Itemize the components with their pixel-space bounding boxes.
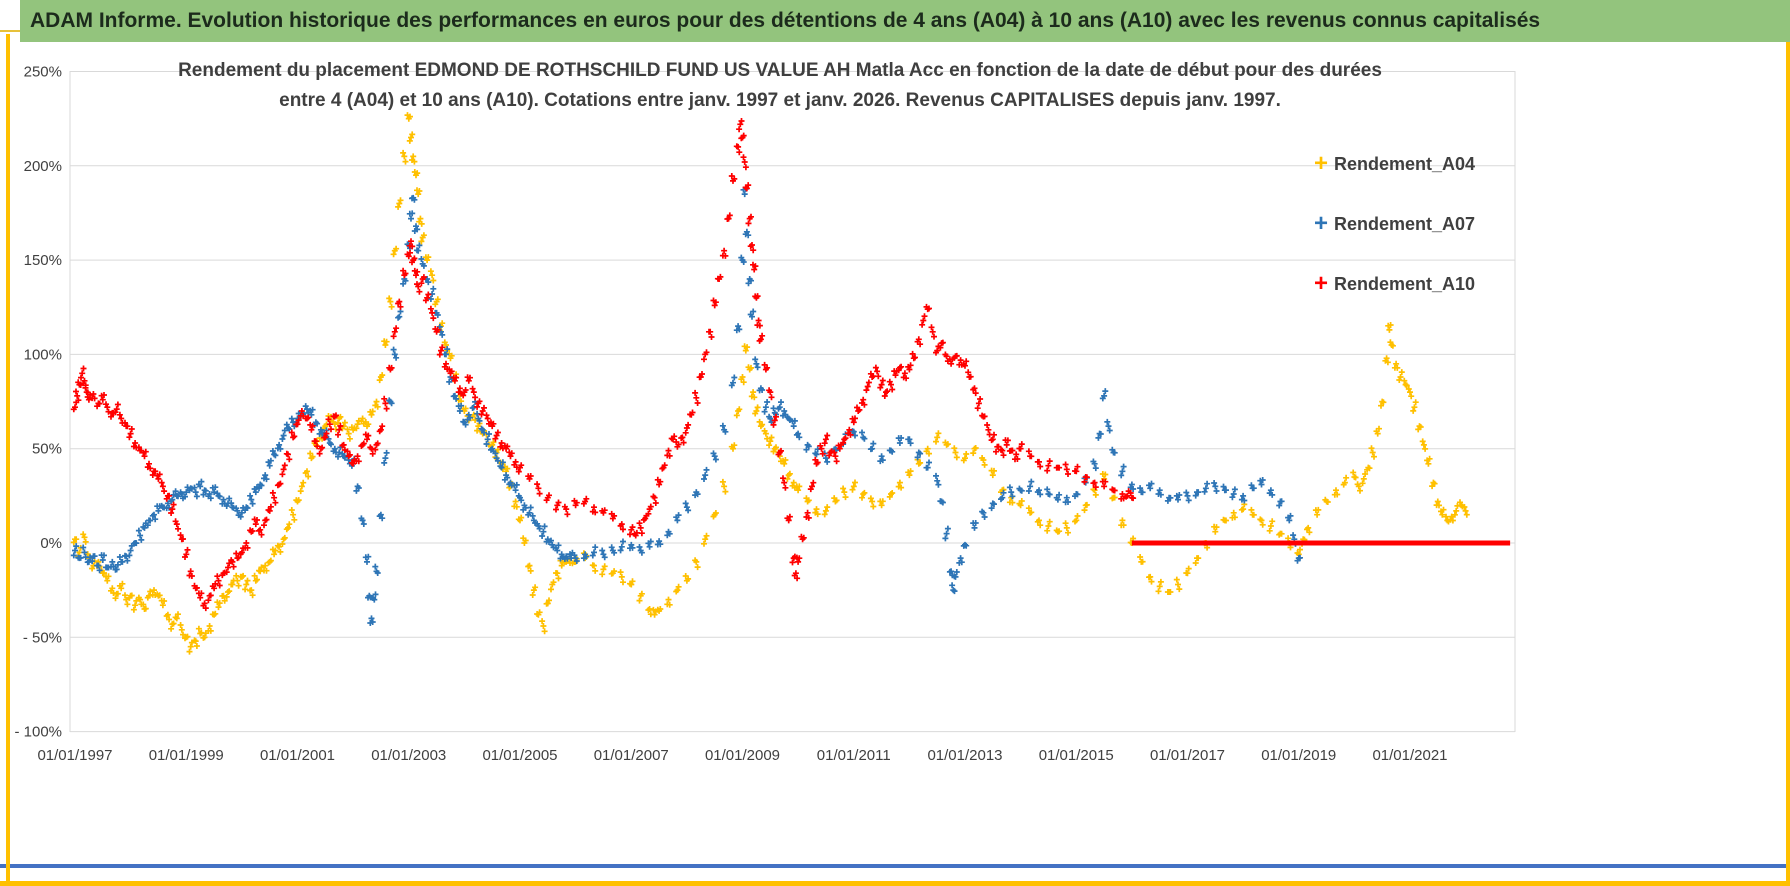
plus-marker-icon: + <box>1313 150 1328 177</box>
x-tick-label: 01/01/1997 <box>37 747 112 764</box>
plus-marker-icon: + <box>1313 270 1328 297</box>
legend-label-a07: Rendement_A07 <box>1334 213 1476 234</box>
x-tick-label: 01/01/2003 <box>371 747 446 764</box>
frame-left <box>6 34 10 886</box>
chart-title: Rendement du placement EDMOND DE ROTHSCH… <box>80 56 1480 116</box>
x-tick-label: 01/01/2021 <box>1372 747 1447 764</box>
legend-item-a07: + Rendement_A07 <box>1308 206 1508 242</box>
x-tick-label: 01/01/2019 <box>1261 747 1336 764</box>
y-tick-label: 100% <box>24 346 62 363</box>
x-tick-label: 01/01/2015 <box>1039 747 1114 764</box>
frame-right <box>1786 42 1790 886</box>
legend-label-a10: Rendement_A10 <box>1334 273 1476 294</box>
x-tick-label: 01/01/1999 <box>149 747 224 764</box>
chart-title-line2: entre 4 (A04) et 10 ans (A10). Cotations… <box>279 90 1281 111</box>
y-tick-label: - 50% <box>23 629 62 646</box>
y-tick-label: 250% <box>24 64 62 81</box>
x-tick-label: 01/01/2005 <box>482 747 557 764</box>
header-bar: ADAM Informe. Evolution historique des p… <box>20 0 1790 42</box>
x-tick-label: 01/01/2001 <box>260 747 335 764</box>
x-tick-label: 01/01/2011 <box>817 747 891 764</box>
frame-bottom <box>0 881 1790 886</box>
chart-title-line1: Rendement du placement EDMOND DE ROTHSCH… <box>178 60 1382 81</box>
y-tick-label: 0% <box>40 535 62 552</box>
chart-legend: + Rendement_A04 + Rendement_A07 + Rendem… <box>1308 146 1508 326</box>
page-title: ADAM Informe. Evolution historique des p… <box>30 9 1541 32</box>
x-tick-label: 01/01/2007 <box>594 747 669 764</box>
series-rendement_a10 <box>70 118 1137 612</box>
x-tick-label: 01/01/2017 <box>1150 747 1225 764</box>
legend-item-a10: + Rendement_A10 <box>1308 266 1508 302</box>
y-tick-label: 200% <box>24 158 62 175</box>
y-tick-label: 150% <box>24 252 62 269</box>
series-rendement_a07 <box>70 185 1303 626</box>
series-rendement_a04 <box>70 112 1470 655</box>
legend-item-a04: + Rendement_A04 <box>1308 146 1508 182</box>
y-tick-label: - 100% <box>14 724 62 741</box>
y-tick-label: 50% <box>32 441 62 458</box>
legend-label-a04: Rendement_A04 <box>1334 153 1476 174</box>
plus-marker-icon: + <box>1313 210 1328 237</box>
bottom-divider-blue <box>0 864 1790 868</box>
x-tick-label: 01/01/2013 <box>927 747 1002 764</box>
x-tick-label: 01/01/2009 <box>705 747 780 764</box>
